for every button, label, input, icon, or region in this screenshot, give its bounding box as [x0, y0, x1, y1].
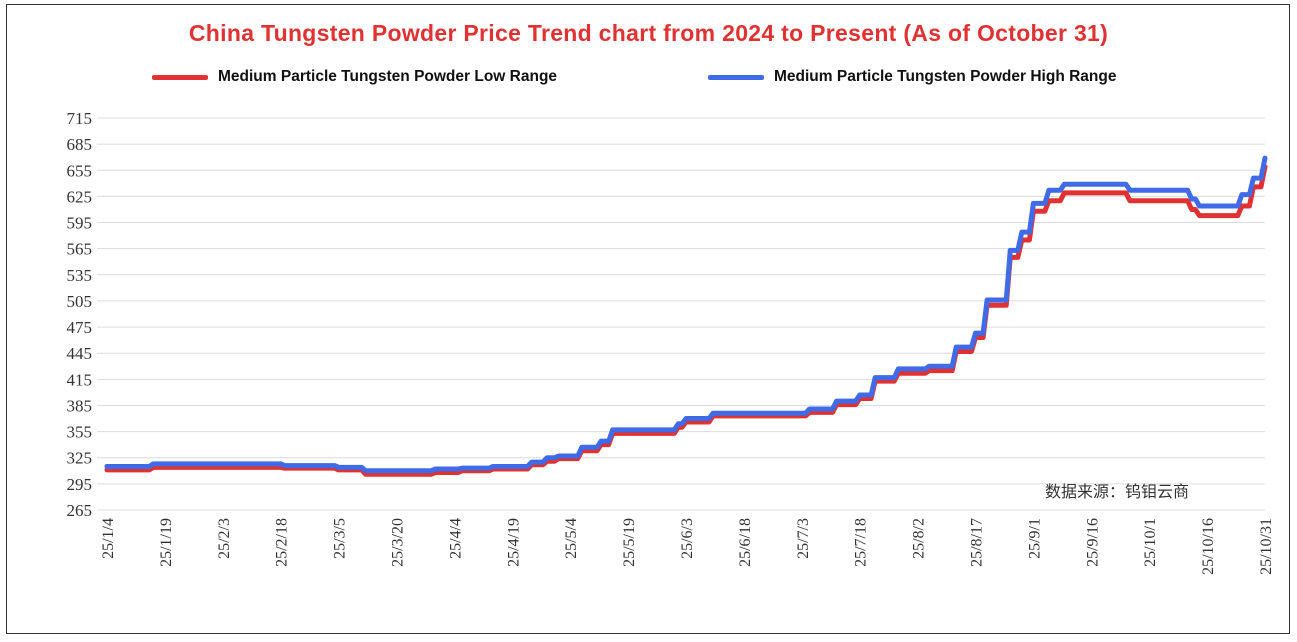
y-tick-label: 265	[67, 501, 93, 520]
x-tick-label: 25/3/5	[332, 518, 349, 559]
y-tick-label: 595	[67, 214, 93, 233]
legend-item-high: Medium Particle Tungsten Powder High Ran…	[708, 68, 1116, 86]
y-tick-label: 295	[67, 475, 93, 494]
y-tick-label: 415	[67, 370, 93, 389]
legend-label-high: Medium Particle Tungsten Powder High Ran…	[774, 68, 1117, 85]
x-tick-label: 25/6/18	[737, 518, 754, 567]
y-tick-label: 445	[67, 344, 93, 363]
series-line-high	[104, 155, 1268, 474]
y-tick-label: 625	[67, 187, 93, 206]
x-tick-label: 25/7/18	[853, 518, 870, 567]
y-tick-label: 385	[67, 396, 93, 415]
legend-label-low: Medium Particle Tungsten Powder Low Rang…	[218, 68, 558, 85]
x-tick-label: 25/1/4	[100, 518, 117, 559]
x-tick-label: 25/9/1	[1026, 518, 1043, 559]
x-tick-label: 25/6/3	[679, 518, 696, 559]
x-tick-label: 25/8/2	[911, 518, 928, 559]
x-tick-label: 25/8/17	[969, 518, 986, 567]
x-tick-label: 25/1/19	[158, 518, 175, 567]
x-tick-label: 25/10/16	[1200, 518, 1217, 575]
legend-swatch-low	[152, 74, 208, 80]
legend-item-low: Medium Particle Tungsten Powder Low Rang…	[152, 68, 557, 86]
x-tick-label: 25/7/3	[795, 518, 812, 559]
x-tick-label: 25/3/20	[390, 518, 407, 567]
y-tick-label: 355	[67, 423, 93, 442]
source-note: 数据来源：钨钼云商	[1045, 482, 1190, 501]
x-tick-label: 25/10/31	[1258, 518, 1275, 575]
x-tick-label: 25/2/3	[216, 518, 233, 559]
y-tick-label: 715	[67, 109, 93, 128]
x-tick-label: 25/4/19	[505, 518, 522, 567]
y-tick-label: 565	[67, 240, 93, 259]
x-tick-label: 25/5/4	[563, 518, 580, 559]
chart-frame	[6, 4, 1290, 634]
chart-title: China Tungsten Powder Price Trend chart …	[188, 20, 1109, 46]
y-tick-label: 475	[67, 318, 93, 337]
legend-swatch-high	[708, 74, 764, 80]
y-tick-label: 655	[67, 161, 93, 180]
y-tick-label: 505	[67, 292, 93, 311]
x-tick-label: 25/4/4	[447, 518, 464, 559]
x-tick-label: 25/9/16	[1084, 518, 1101, 567]
y-tick-label: 325	[67, 449, 93, 468]
y-tick-label: 535	[67, 266, 93, 285]
x-tick-label: 25/2/18	[274, 518, 291, 567]
x-tick-label: 25/10/1	[1142, 518, 1159, 567]
series-line-low	[104, 164, 1268, 477]
x-tick-label: 25/5/19	[621, 518, 638, 567]
y-tick-label: 685	[67, 135, 93, 154]
